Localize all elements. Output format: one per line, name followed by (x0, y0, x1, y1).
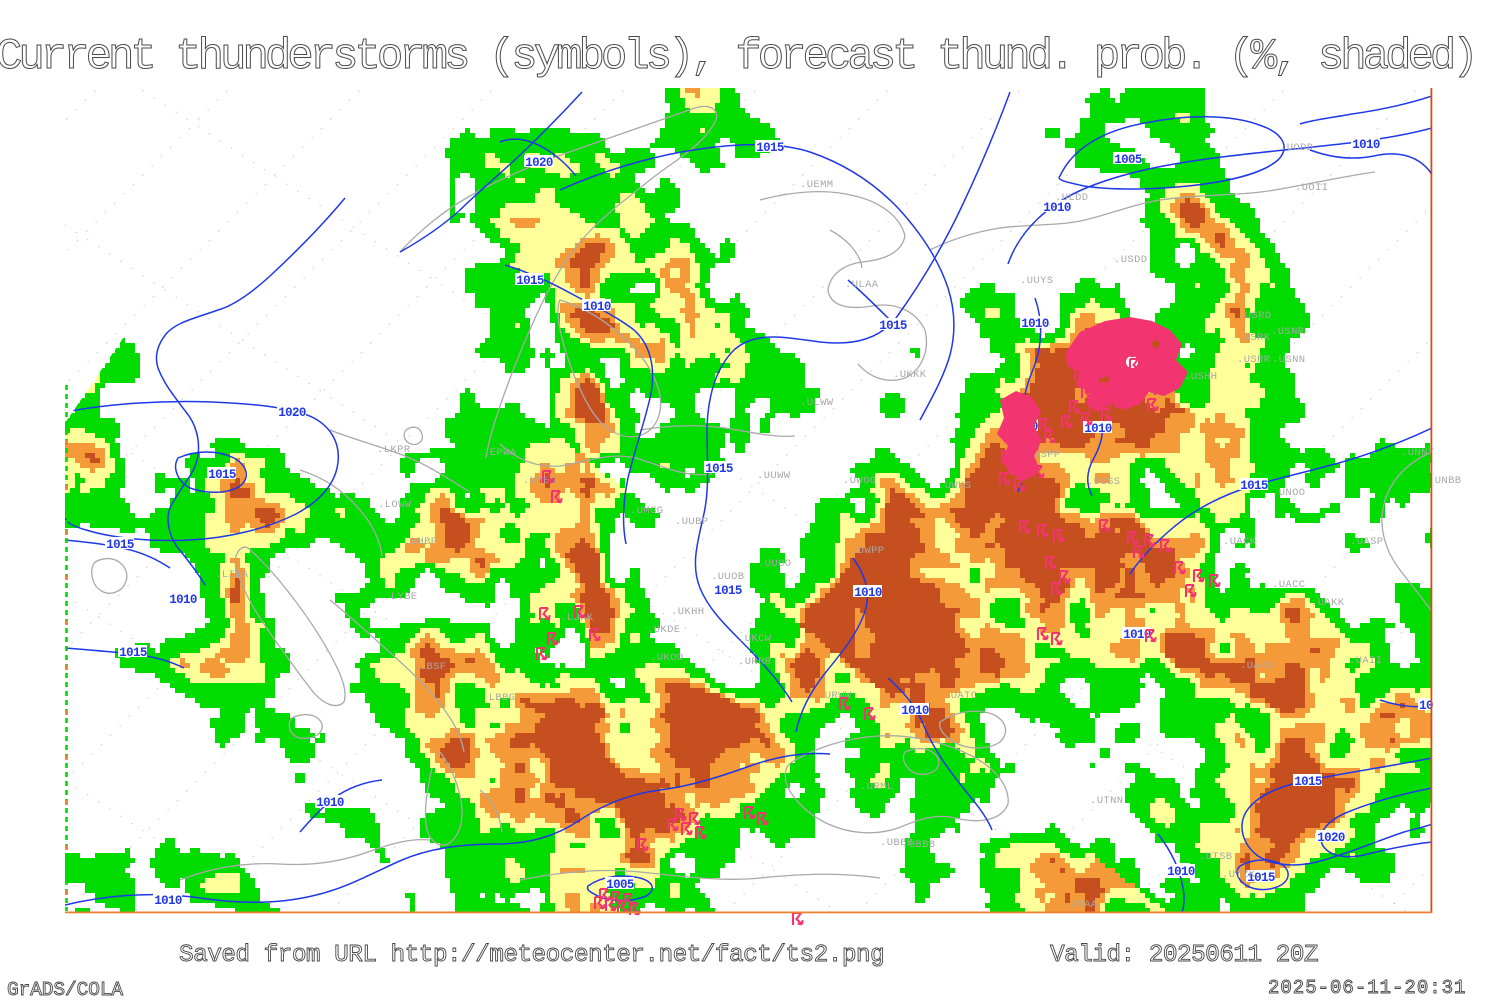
svg-text:.UWKS: .UWKS (938, 480, 972, 492)
svg-text:.UNOO: .UNOO (1272, 487, 1306, 499)
svg-text:1015: 1015 (1240, 479, 1268, 493)
svg-text:.USRK: .USRK (1237, 332, 1271, 344)
svg-text:.UACC: .UACC (1272, 579, 1306, 591)
svg-text:1015: 1015 (879, 319, 907, 333)
svg-text:.UUOO: .UUOO (758, 558, 792, 570)
svg-text:.UMGG: .UMGG (630, 505, 664, 517)
svg-text:.USDD: .USDD (1114, 254, 1148, 266)
svg-text:2025-06-11-20:31: 2025-06-11-20:31 (1268, 977, 1466, 999)
svg-text:.UAII: .UAII (1349, 655, 1383, 667)
svg-text:.UBBB: .UBBB (880, 837, 914, 849)
svg-text:.URRR: .URRR (738, 656, 772, 668)
svg-text:.USRD: .USRD (1238, 310, 1272, 322)
svg-text:.UOII: .UOII (1295, 182, 1329, 194)
svg-text:.UKOO: .UKOO (650, 652, 684, 664)
svg-text:.UKHH: .UKHH (671, 606, 705, 618)
svg-text:.UNNT: .UNNT (1401, 447, 1435, 459)
svg-text:1020: 1020 (525, 156, 553, 170)
svg-text:.LBSF: .LBSF (413, 661, 447, 673)
svg-text:.UAKK: .UAKK (1311, 597, 1345, 609)
svg-text:1020: 1020 (1317, 831, 1345, 845)
svg-text:.LKPR: .LKPR (377, 444, 411, 456)
svg-text:.EPWA: .EPWA (483, 447, 517, 459)
svg-text:.UTSB: .UTSB (1199, 851, 1233, 863)
svg-text:.UAKD: .UAKD (1240, 660, 1274, 672)
svg-text:.ULWW: .ULWW (800, 397, 834, 409)
svg-text:1010: 1010 (169, 593, 197, 607)
svg-text:.UKDE: .UKDE (647, 624, 681, 636)
svg-text:.UUYS: .UUYS (1020, 275, 1054, 287)
svg-text:.UATC: .UATC (944, 690, 978, 702)
svg-text:1015: 1015 (119, 646, 147, 660)
svg-text:.UASP: .UASP (1350, 536, 1384, 548)
svg-text:.UWGG: .UWGG (843, 475, 877, 487)
svg-text:.UKKK: .UKKK (893, 369, 927, 381)
svg-text:10: 10 (1419, 699, 1433, 713)
svg-text:.ULDD: .ULDD (1055, 192, 1089, 204)
svg-text:.UTZK: .UTZK (1222, 869, 1256, 881)
svg-text:.LBBG: .LBBG (482, 692, 516, 704)
svg-text:1005: 1005 (606, 878, 634, 892)
svg-text:1010: 1010 (1021, 317, 1049, 331)
svg-text:1010: 1010 (154, 894, 182, 908)
svg-text:1020: 1020 (278, 406, 306, 420)
svg-text:.URML: .URML (860, 781, 894, 793)
svg-text:.USNR: .USNR (1271, 326, 1305, 338)
svg-text:.USHH: .USHH (1184, 371, 1218, 383)
svg-text:1005: 1005 (1114, 153, 1142, 167)
svg-text:.LOWW: .LOWW (378, 499, 412, 511)
svg-text:1015: 1015 (208, 468, 236, 482)
svg-text:.USNN: .USNN (1272, 354, 1306, 366)
svg-text:.UKCW: .UKCW (738, 633, 772, 645)
svg-text:.LYBE: .LYBE (384, 591, 418, 603)
svg-text:.ULAA: .ULAA (845, 279, 879, 291)
svg-text:Current thunderstorms (symbols: Current thunderstorms (symbols), forecas… (0, 32, 1475, 82)
svg-text:1010: 1010 (583, 300, 611, 314)
svg-text:1010: 1010 (901, 704, 929, 718)
svg-text:1015: 1015 (756, 141, 784, 155)
svg-text:1015: 1015 (1294, 775, 1322, 789)
svg-text:.USSS: .USSS (1087, 476, 1121, 488)
svg-text:1015: 1015 (516, 274, 544, 288)
svg-text:.LHBP: .LHBP (404, 536, 438, 548)
svg-text:.UUWW: .UUWW (757, 470, 791, 482)
svg-text:GrADS/COLA: GrADS/COLA (7, 979, 123, 1000)
svg-text:1010: 1010 (1043, 201, 1071, 215)
svg-text:.USRR: .USRR (1237, 354, 1271, 366)
svg-text:.UTNN: .UTNN (1090, 795, 1124, 807)
svg-text:1015: 1015 (705, 462, 733, 476)
svg-text:1015: 1015 (106, 538, 134, 552)
svg-text:.UUBP: .UUBP (675, 516, 709, 528)
svg-text:1010: 1010 (316, 796, 344, 810)
svg-text:Saved from URL http://meteocen: Saved from URL http://meteocenter.net/fa… (179, 942, 884, 969)
svg-text:1010: 1010 (1123, 628, 1151, 642)
svg-text:1010: 1010 (854, 586, 882, 600)
svg-text:.UNBB: .UNBB (1428, 475, 1462, 487)
svg-text:1015: 1015 (714, 584, 742, 598)
svg-text:1010: 1010 (1167, 865, 1195, 879)
svg-text:.LUKK: .LUKK (560, 612, 594, 624)
svg-text:Valid: 20250611 20Z: Valid: 20250611 20Z (1050, 942, 1318, 969)
svg-text:1010: 1010 (1352, 138, 1380, 152)
svg-text:.UACK: .UACK (1223, 536, 1257, 548)
svg-text:.UODD: .UODD (1280, 142, 1314, 154)
svg-text:.UEMM: .UEMM (800, 179, 834, 191)
svg-text:.UUOB: .UUOB (711, 571, 745, 583)
svg-text:1015: 1015 (1247, 871, 1275, 885)
svg-text:1010: 1010 (1084, 422, 1112, 436)
svg-text:.UTAA: .UTAA (1064, 899, 1098, 911)
svg-text:.UWPP: .UWPP (851, 545, 885, 557)
svg-text:.UBBB: .UBBB (902, 839, 936, 851)
svg-text:.LIRA: .LIRA (215, 569, 249, 581)
